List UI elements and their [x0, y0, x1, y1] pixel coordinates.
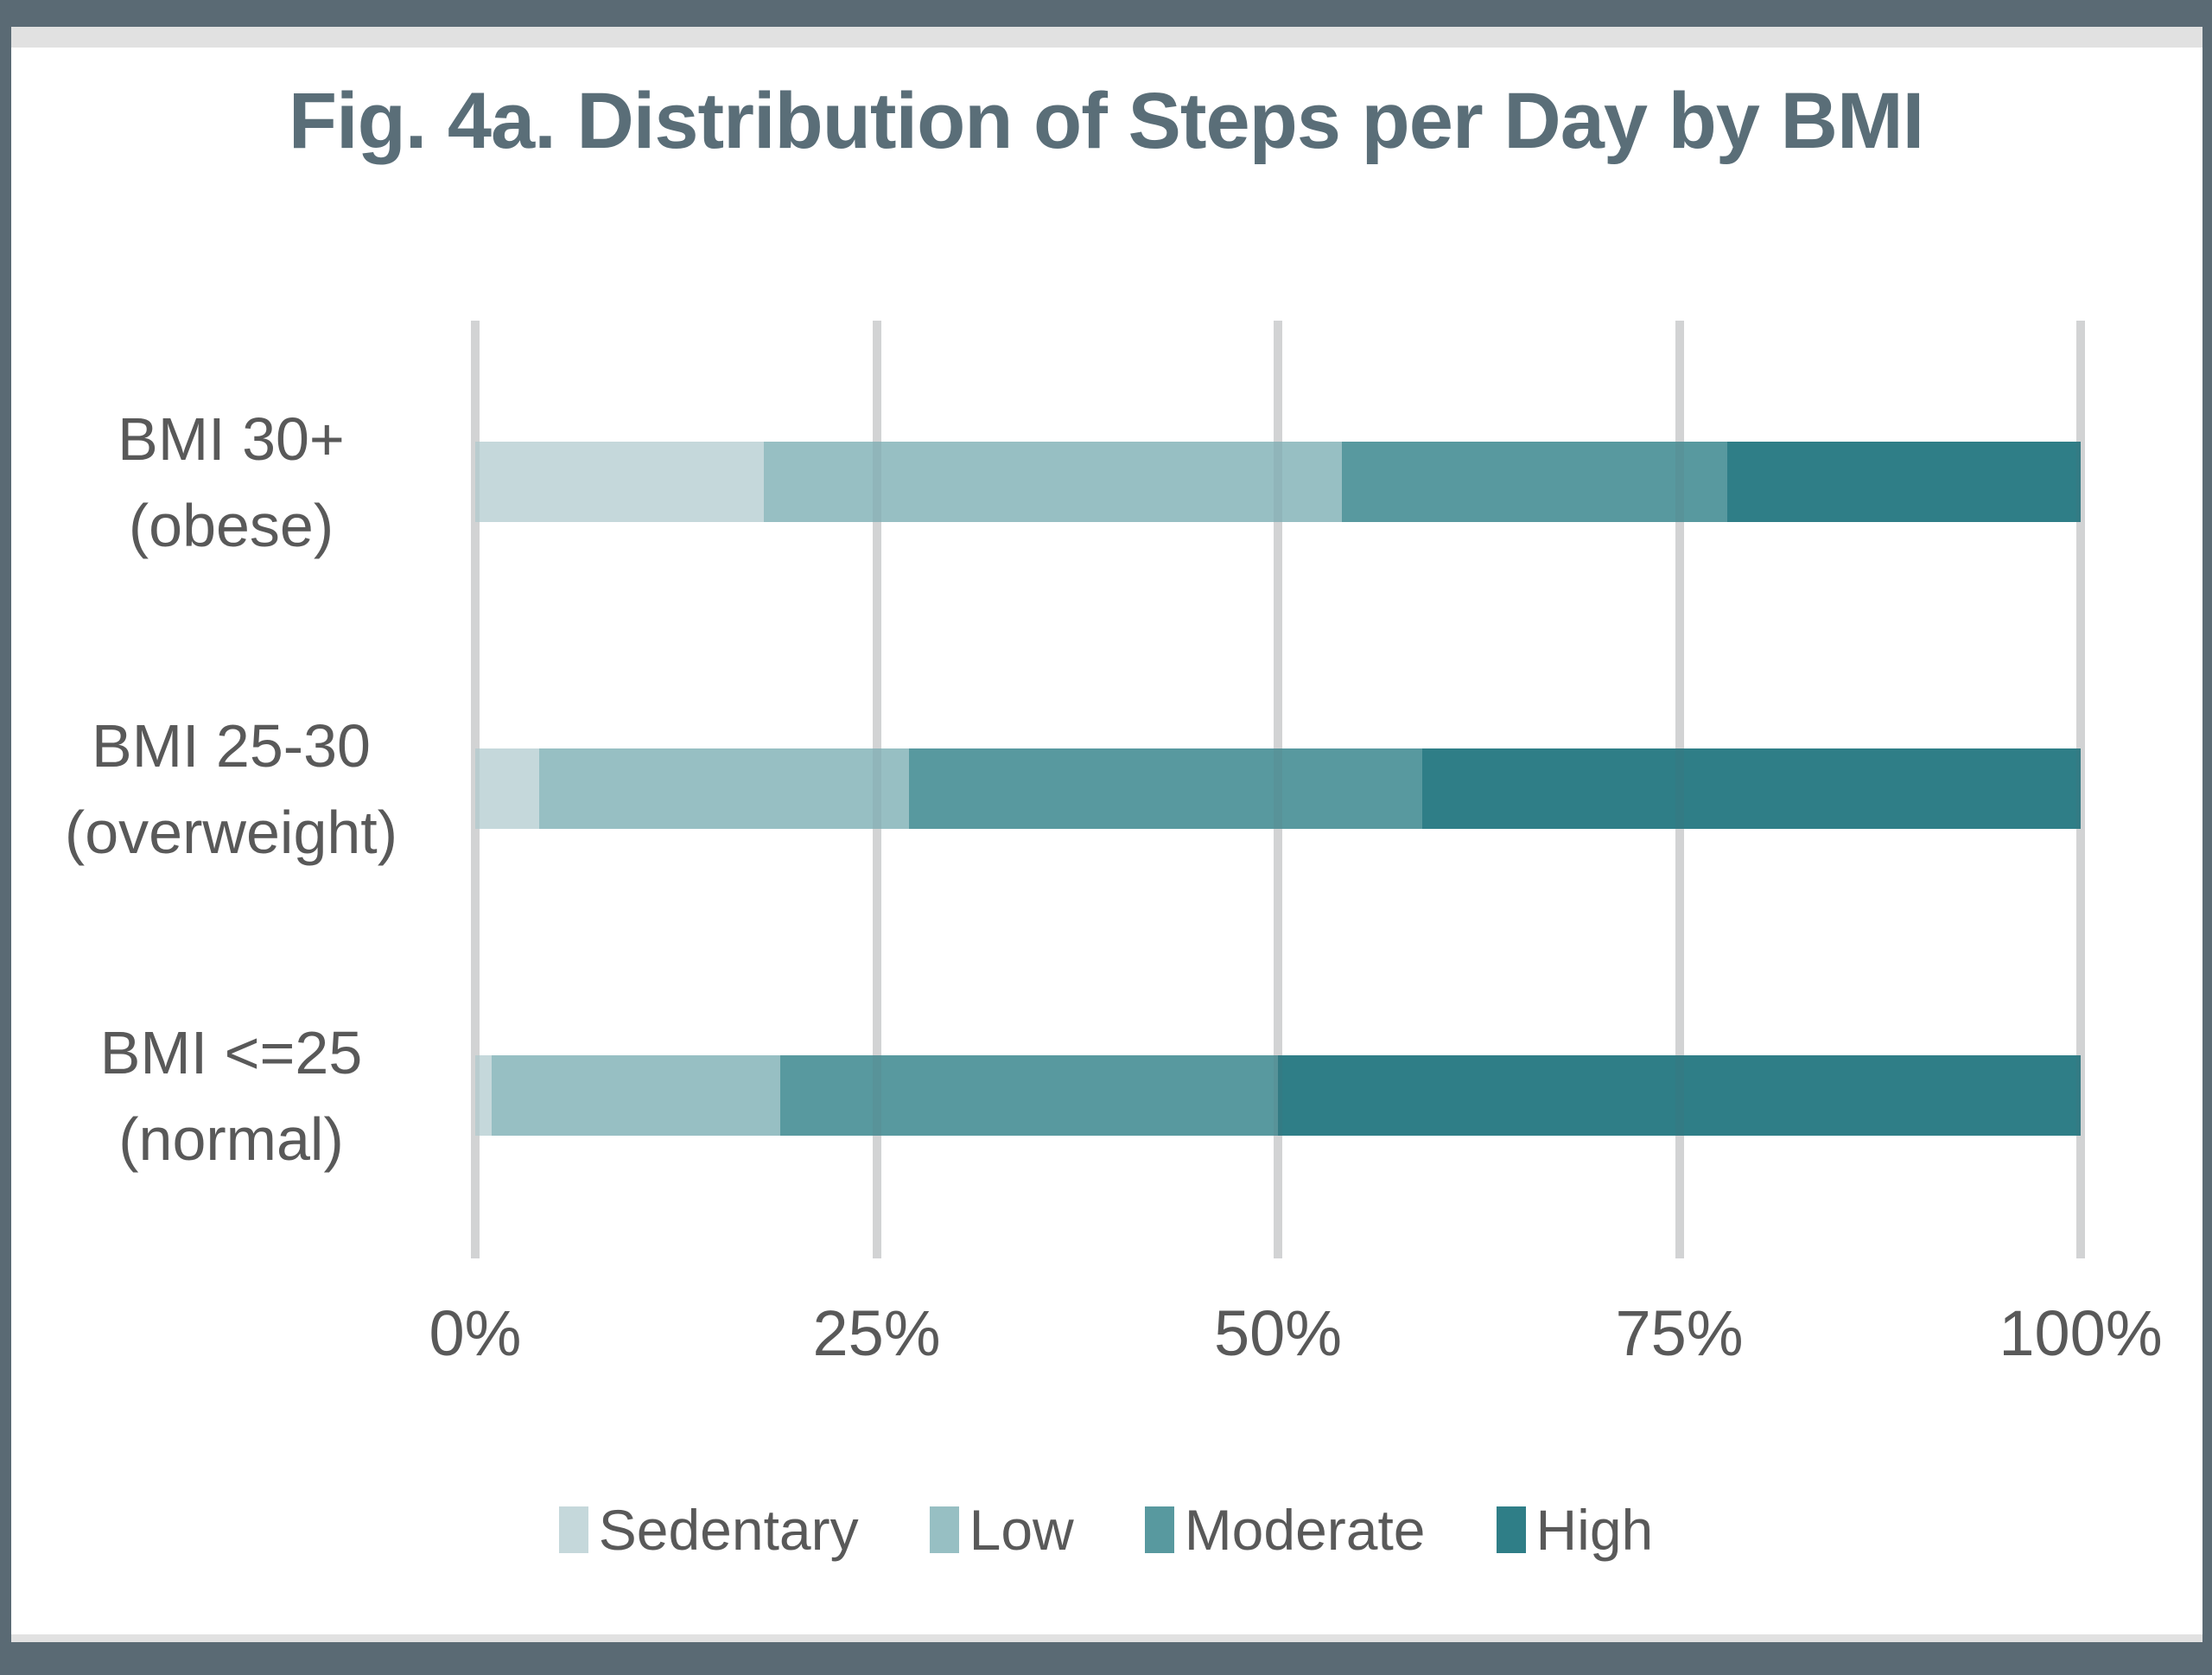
axis-category-label-line: (overweight) [64, 798, 398, 866]
bar-row-bmi-25-normal- [475, 1055, 2081, 1136]
axis-category-label-2: BMI 25-30 (overweight) [17, 703, 445, 876]
axis-category-label-line: BMI 30+ [118, 404, 345, 473]
bar-segment-high [1277, 1055, 2081, 1136]
bar-segment-sedentary [475, 442, 765, 522]
legend-label: Low [969, 1498, 1074, 1562]
gridline-overlay-100% [2076, 321, 2085, 1258]
legend-item-moderate: Moderate [1144, 1497, 1426, 1563]
legend-item-sedentary: Sedentary [558, 1497, 859, 1563]
bar-segment-moderate [780, 1055, 1278, 1136]
legend-swatch-high [1496, 1506, 1526, 1553]
bar-segment-high [1422, 748, 2081, 829]
bar-segment-sedentary [475, 748, 540, 829]
bar-segment-low [491, 1055, 781, 1136]
gridline-100% [2076, 321, 2085, 1258]
bar-segment-sedentary [475, 1055, 492, 1136]
bar-segment-low [764, 442, 1343, 522]
gridline-overlay-0% [471, 321, 480, 1258]
chart-legend: Sedentary Low Moderate High [0, 1497, 2212, 1563]
axis-category-label-1: BMI 30+ (obese) [17, 396, 445, 569]
legend-item-low: Low [929, 1497, 1074, 1563]
bottom-inner-strip [11, 1634, 2202, 1642]
bar-segment-moderate [908, 748, 1423, 829]
legend-swatch-sedentary [558, 1506, 588, 1553]
x-tick-label-75%: 75% [1615, 1297, 1744, 1369]
axis-category-label-line: BMI <=25 [99, 1018, 363, 1086]
chart-title: Fig. 4a. Distribution of Steps per Day b… [288, 77, 1924, 165]
x-tick-label-25%: 25% [812, 1297, 941, 1369]
legend-label: Sedentary [598, 1498, 859, 1562]
legend-swatch-low [929, 1506, 959, 1553]
gridline-overlay-75% [1675, 321, 1684, 1258]
gridline-overlay-25% [872, 321, 881, 1258]
bar-segment-low [539, 748, 909, 829]
top-inner-strip [11, 27, 2202, 48]
x-tick-label-0%: 0% [429, 1297, 522, 1369]
legend-label: Moderate [1184, 1498, 1426, 1562]
x-tick-label-50%: 50% [1213, 1297, 1343, 1369]
legend-item-high: High [1496, 1497, 1654, 1563]
axis-category-label-3: BMI <=25 (normal) [17, 1009, 445, 1182]
bar-segment-high [1727, 442, 2081, 522]
legend-swatch-moderate [1144, 1506, 1174, 1553]
axis-category-label-line: BMI 25-30 [92, 711, 371, 780]
bar-segment-moderate [1342, 442, 1728, 522]
x-tick-label-100%: 100% [1999, 1297, 2163, 1369]
gridline-overlay-50% [1274, 321, 1282, 1258]
bar-row-bmi-25-30-overweight- [475, 748, 2081, 829]
axis-category-label-line: (obese) [128, 491, 334, 559]
legend-label: High [1535, 1498, 1654, 1562]
bar-row-bmi-30-obese- [475, 442, 2081, 522]
axis-category-label-line: (normal) [118, 1105, 344, 1173]
